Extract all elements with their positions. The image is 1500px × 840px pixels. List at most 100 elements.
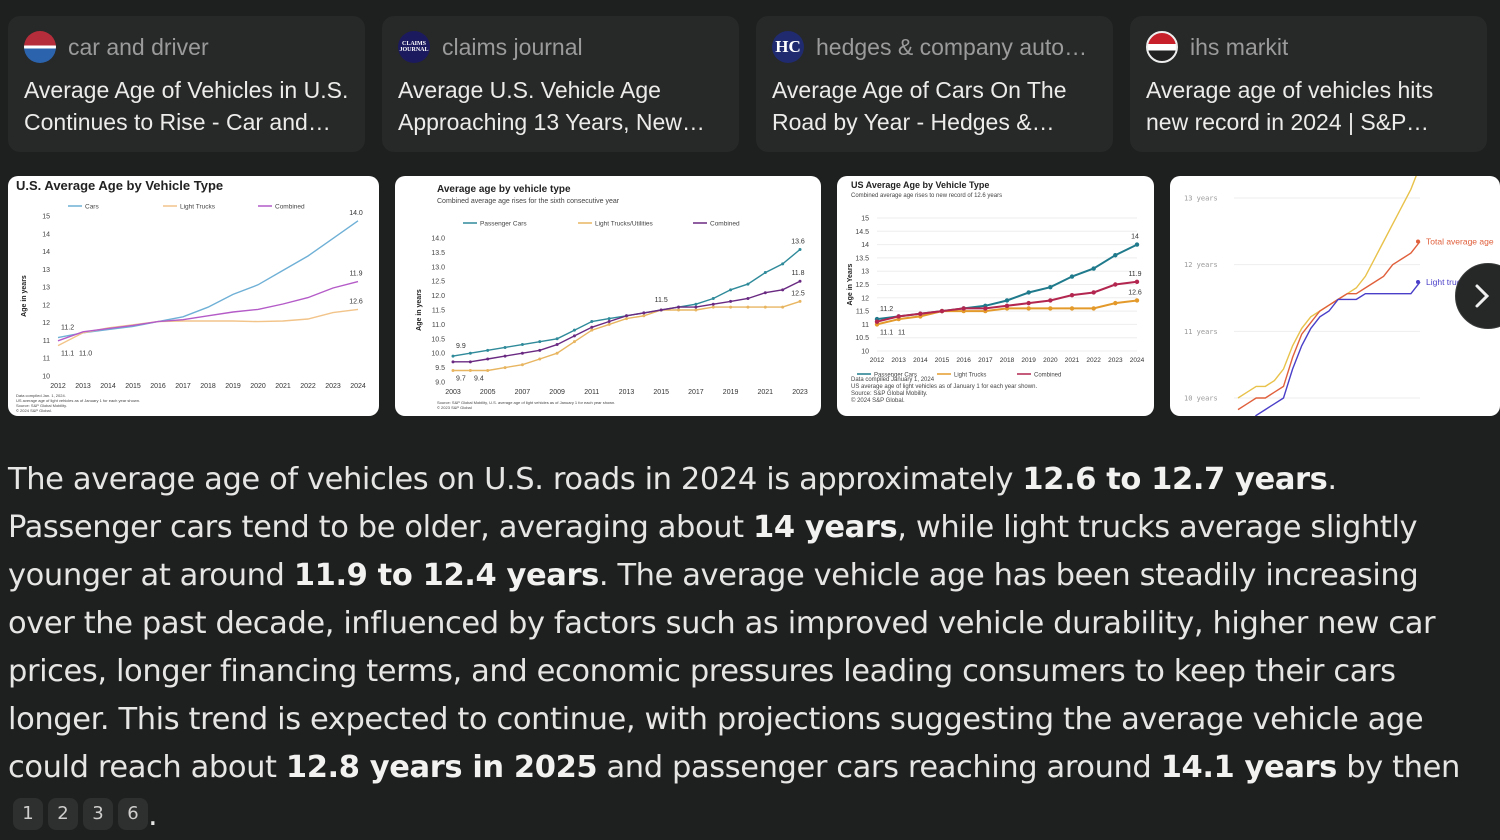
chart-image-1[interactable]: U.S. Average Age by Vehicle Type 15 14 14 13… <box>8 176 379 416</box>
citation-2[interactable]: 2 <box>48 797 78 830</box>
data-label: 11.9 <box>1128 271 1141 278</box>
y-tick-label: 10.5 <box>855 335 869 342</box>
data-point <box>781 288 785 292</box>
x-tick-label: 2019 <box>225 383 241 390</box>
data-point <box>451 360 455 364</box>
y-tick-label: 10 years <box>1184 395 1218 403</box>
data-point <box>451 354 455 358</box>
y-tick-label: 14.0 <box>431 236 445 243</box>
source-title[interactable]: Average Age of Cars On The Road by Year … <box>772 77 1067 135</box>
data-point <box>781 262 785 266</box>
chart-note: Data compiled January 1, 2024 <box>851 377 935 383</box>
y-tick-label: 12.0 <box>431 293 445 300</box>
source-cards: car and driver Average Age of Vehicles i… <box>8 16 1500 152</box>
data-point <box>1134 298 1140 303</box>
data-label: 11.1 <box>880 329 893 336</box>
claims-journal-logo: CLAIMS JOURNAL <box>398 31 430 63</box>
car-and-driver-logo <box>24 31 56 63</box>
series-line-light-trucks <box>57 308 359 347</box>
x-tick-label: 2013 <box>891 357 906 364</box>
data-label: 11.1 <box>61 351 74 358</box>
citation-1[interactable]: 1 <box>13 797 43 830</box>
source-name: hedges & company automotive <box>816 33 1097 60</box>
data-label: 11.2 <box>880 306 893 313</box>
ihs-markit-logo <box>1146 31 1178 63</box>
data-point <box>763 291 767 295</box>
data-point <box>572 328 576 332</box>
carousel-next-button[interactable] <box>1455 263 1500 329</box>
chart-note: © 2023 S&P Global <box>437 405 472 410</box>
y-tick-label: 12.5 <box>431 279 445 286</box>
x-tick-label: 2009 <box>549 389 565 396</box>
x-tick-label: 2024 <box>350 383 366 390</box>
y-tick-label: 12 <box>42 320 50 327</box>
data-point <box>1113 300 1118 306</box>
data-point <box>729 288 733 292</box>
legend-label: Light Trucks <box>954 373 986 379</box>
data-point <box>451 368 455 372</box>
data-point <box>939 308 945 314</box>
citation-3[interactable]: 3 <box>83 797 113 830</box>
data-point <box>918 311 923 316</box>
x-tick-label: 2023 <box>1108 357 1123 364</box>
data-point <box>694 302 698 306</box>
source-card-hedges-company[interactable]: HC hedges & company automotive Average A… <box>756 16 1113 152</box>
series-line-combined <box>57 280 359 342</box>
source-card-car-and-driver[interactable]: car and driver Average Age of Vehicles i… <box>8 16 365 152</box>
y-tick-label: 11.5 <box>432 308 445 315</box>
citation-6[interactable]: 6 <box>118 797 148 830</box>
x-tick-label: 2022 <box>300 383 316 390</box>
series-line-cars <box>57 220 359 339</box>
data-point <box>1091 290 1096 295</box>
y-tick-label: 14 <box>42 249 50 256</box>
source-title[interactable]: Average age of vehicles hits new record … <box>1146 77 1434 135</box>
y-tick-label: 13.0 <box>431 264 445 271</box>
data-point <box>1026 290 1031 295</box>
data-point <box>555 337 559 341</box>
chart-svg: US Average Age by Vehicle Type Combined a… <box>847 180 1145 404</box>
data-point <box>798 279 802 283</box>
data-point <box>694 305 698 309</box>
data-point <box>961 306 966 311</box>
data-point <box>694 308 698 312</box>
chart-subtitle: Combined average age rises to new record… <box>851 193 1002 199</box>
x-tick-label: 2012 <box>50 383 66 390</box>
chart-title: Average age by vehicle type <box>437 184 571 195</box>
data-point <box>520 351 524 355</box>
x-tick-label: 2007 <box>515 389 531 396</box>
data-point <box>503 354 507 358</box>
answer-text: The average age of vehicles on U.S. road… <box>8 456 1478 840</box>
source-card-claims-journal[interactable]: CLAIMS JOURNAL claims journal Average U.… <box>382 16 739 152</box>
y-tick-label: 13.5 <box>855 255 869 262</box>
data-point <box>798 248 802 252</box>
x-tick-label: 2018 <box>1000 357 1015 364</box>
x-tick-label: 2017 <box>978 357 993 364</box>
y-tick-label: 10 <box>861 349 869 356</box>
chart-note: © 2024 S&P Global. <box>16 408 52 413</box>
answer-segment: by then <box>1336 750 1460 785</box>
chart-image-4[interactable]: 13 years 12 years 11 years 10 years Total av… <box>1170 176 1500 416</box>
source-title[interactable]: Average Age of Vehicles in U.S. Continue… <box>24 77 349 135</box>
answer-segment: . Passenger cars tend to be older, avera… <box>8 462 1337 545</box>
chart-note: Source: S&P Global Mobility. <box>851 391 928 397</box>
y-tick-label: 11 <box>862 322 869 329</box>
x-tick-label: 2018 <box>200 383 216 390</box>
data-label: 9.4 <box>474 375 484 382</box>
answer-segment: , while light trucks average slightly yo… <box>8 510 1418 593</box>
data-point <box>763 305 767 309</box>
x-tick-label: 2014 <box>100 383 116 390</box>
data-label: 11.9 <box>349 271 362 278</box>
chart-image-2[interactable]: Average age by vehicle type Combined aver… <box>395 176 821 416</box>
y-tick-label: 11 <box>43 338 50 345</box>
data-label: 11.8 <box>791 270 804 277</box>
data-point <box>781 305 785 309</box>
y-tick-label: 12 years <box>1184 261 1218 269</box>
series-line-combined <box>453 280 801 363</box>
y-tick-label: 14.5 <box>855 229 869 236</box>
source-card-ihs-markit[interactable]: ihs markit Average age of vehicles hits … <box>1130 16 1487 152</box>
data-point <box>677 308 681 312</box>
chart-image-3[interactable]: US Average Age by Vehicle Type Combined a… <box>837 176 1154 416</box>
source-title[interactable]: Average U.S. Vehicle Age Approaching 13 … <box>398 77 682 135</box>
x-tick-label: 2021 <box>758 389 774 396</box>
data-point <box>1091 266 1096 271</box>
